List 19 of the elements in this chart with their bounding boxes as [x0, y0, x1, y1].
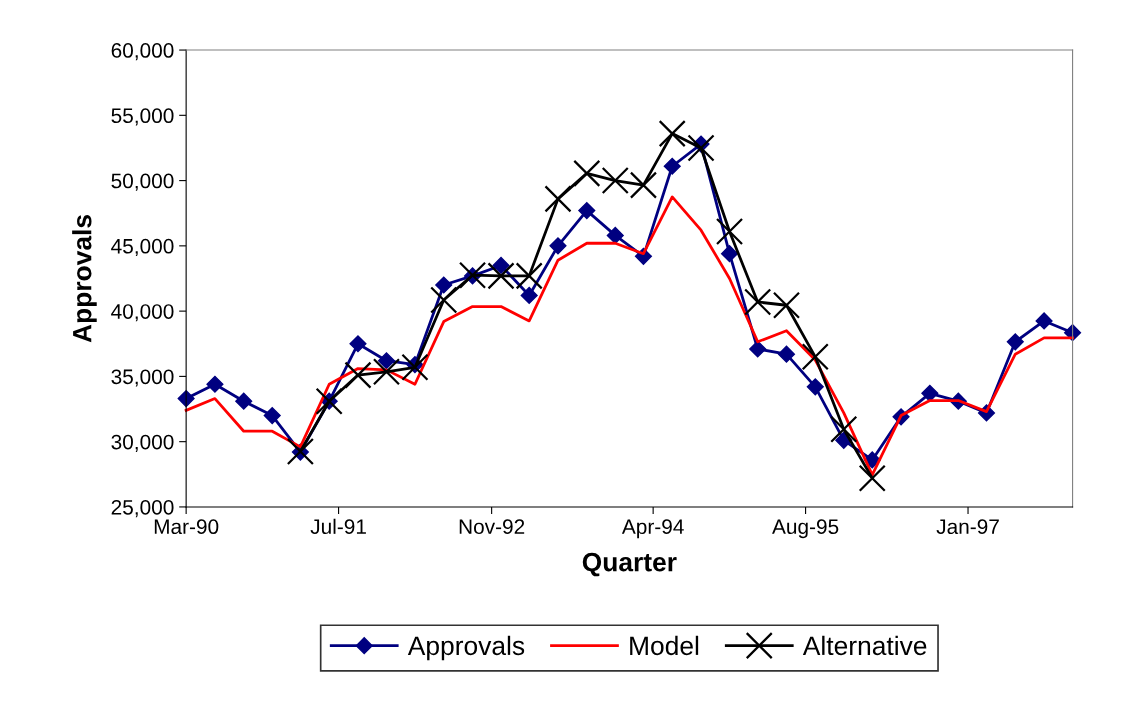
y-tick-label: 55,000: [111, 108, 174, 126]
y-tick-label: 40,000: [111, 304, 174, 322]
y-tick-label: 30,000: [111, 434, 174, 452]
y-tick-label: 25,000: [111, 499, 174, 518]
legend-label: Model: [630, 635, 699, 656]
x-tick-label: Nov-92: [459, 519, 525, 535]
y-tick-label: 50,000: [111, 173, 174, 191]
x-tick-label: Mar-90: [154, 519, 219, 535]
x-tick-label: Jan-97: [936, 519, 999, 535]
legend-label: Approvals: [407, 635, 525, 661]
legend-label: Alternative: [802, 635, 927, 656]
y-tick-label: 60,000: [111, 43, 174, 61]
x-tick-label: Aug-95: [772, 519, 839, 539]
y-tick-label: 35,000: [111, 369, 174, 387]
x-tick-label: Jul-91: [310, 518, 366, 535]
x-tick-label: Apr-94: [621, 519, 684, 539]
x-axis-title: Quarter: [582, 552, 677, 577]
y-tick-label: 45,000: [111, 238, 174, 257]
y-axis-title: Approvals: [72, 215, 97, 343]
